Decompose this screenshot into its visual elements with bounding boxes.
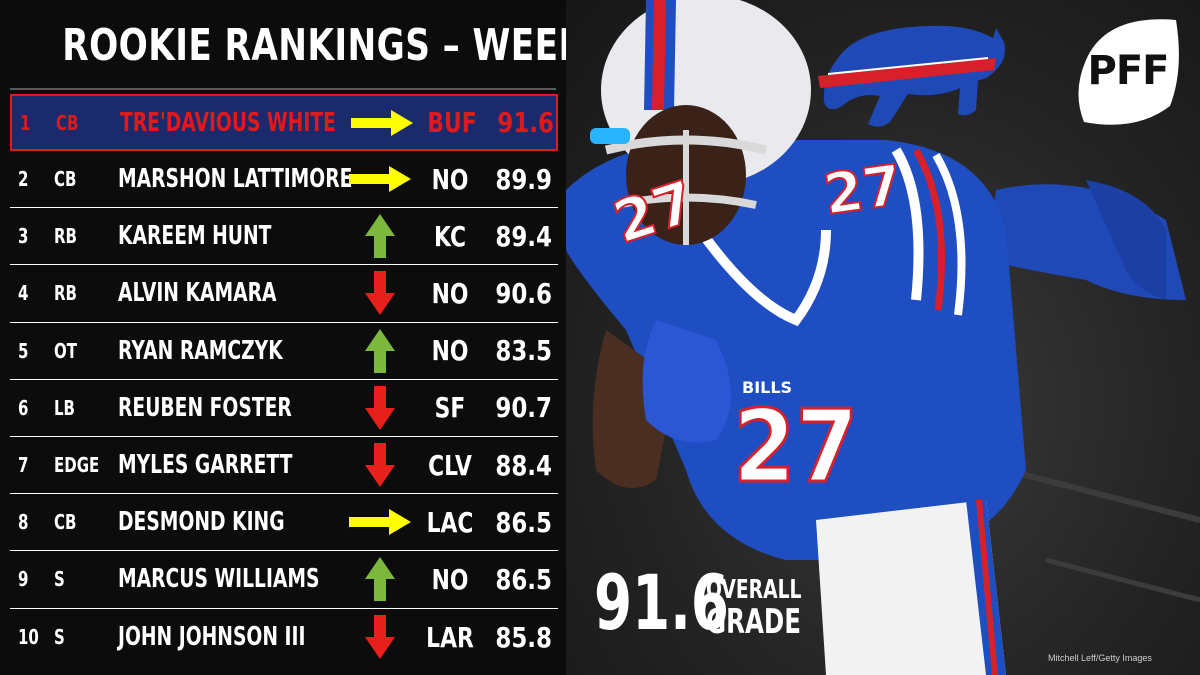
rank-number: 4 (18, 281, 29, 306)
player-name: REUBEN FOSTER (118, 392, 292, 423)
overall-grade-label: OVERALL GRADE (706, 574, 802, 642)
ranking-row: 2 CB MARSHON LATTIMORE NO 89.9 (10, 151, 558, 209)
arrow-up-icon (365, 328, 395, 373)
ranking-row: 10 S JOHN JOHNSON III LAR 85.8 (10, 609, 558, 666)
player-name: RYAN RAMCZYK (118, 335, 283, 366)
position: S (54, 567, 65, 592)
trend-indicator (348, 494, 412, 550)
rankings-panel: ROOKIE RANKINGS – WEEK 17 1 CB TRE'DAVIOUS… (0, 0, 647, 675)
ranking-row: 3 RB KAREEM HUNT KC 89.4 (10, 208, 558, 266)
arrow-right-icon (351, 109, 413, 136)
grade: 89.9 (495, 162, 552, 196)
rank-number: 7 (18, 453, 29, 478)
grade: 83.5 (495, 334, 552, 368)
shoulder-number-right: 27 (819, 152, 907, 229)
player-name: DESMOND KING (118, 507, 285, 538)
player-name: ALVIN KAMARA (118, 278, 277, 309)
position: OT (54, 338, 77, 363)
trend-indicator (348, 265, 412, 321)
rank-number: 6 (18, 395, 29, 420)
grade: 89.4 (495, 219, 552, 253)
team: NO (431, 162, 469, 196)
position: RB (54, 224, 77, 249)
ranking-row: 8 CB DESMOND KING LAC 86.5 (10, 494, 558, 552)
pff-logo (1078, 19, 1179, 125)
rankings-list: 1 CB TRE'DAVIOUS WHITE BUF 91.6 2 CB MARSHON LA… (10, 94, 558, 666)
page-title: ROOKIE RANKINGS – WEEK 17 (62, 20, 647, 71)
player-name: TRE'DAVIOUS WHITE (120, 107, 336, 138)
grade: 90.7 (495, 391, 552, 425)
photo-credit: Mitchell Leff/Getty Images (1048, 653, 1152, 663)
arrow-right-icon (349, 509, 411, 536)
grade: 86.5 (495, 505, 552, 539)
ranking-row: 1 CB TRE'DAVIOUS WHITE BUF 91.6 (10, 94, 558, 151)
ranking-row: 7 EDGE MYLES GARRETT CLV 88.4 (10, 437, 558, 495)
rank-number: 9 (18, 567, 29, 592)
team: BUF (427, 106, 477, 139)
rank-number: 2 (18, 167, 29, 192)
position: LB (54, 395, 75, 420)
trend-indicator (348, 151, 412, 207)
grade-label: GRADE (706, 602, 801, 642)
overall-label: OVERALL (706, 575, 802, 605)
jersey-wordmark: BILLS (742, 378, 793, 397)
grade: 88.4 (495, 448, 552, 482)
ranking-row: 6 LB REUBEN FOSTER SF 90.7 (10, 380, 558, 437)
position: EDGE (54, 453, 100, 478)
title-divider (10, 88, 556, 90)
buffalo-bills-logo (818, 25, 1005, 127)
trend-indicator (348, 437, 412, 493)
jersey-number: 27 (732, 387, 860, 507)
arrow-right-icon (349, 166, 411, 193)
team: SF (434, 391, 466, 425)
position: CB (54, 167, 77, 192)
arrow-down-icon (365, 271, 395, 316)
position: CB (54, 510, 77, 535)
team: LAC (426, 505, 474, 539)
player-name: MARCUS WILLIAMS (118, 564, 320, 595)
grade: 85.8 (495, 620, 552, 654)
ranking-row: 5 OT RYAN RAMCZYK NO 83.5 (10, 323, 558, 380)
trend-indicator (348, 551, 412, 607)
player-name: KAREEM HUNT (118, 221, 272, 252)
rank-number: 8 (18, 510, 29, 535)
ranking-row: 4 RB ALVIN KAMARA NO 90.6 (10, 265, 558, 323)
arrow-down-icon (365, 615, 395, 660)
trend-indicator (348, 323, 412, 379)
rank-number: 3 (18, 224, 29, 249)
grade: 86.5 (495, 562, 552, 596)
grade: 90.6 (495, 276, 552, 310)
position: RB (54, 281, 77, 306)
grade: 91.6 (497, 106, 554, 139)
position: S (54, 625, 65, 650)
player-name: JOHN JOHNSON III (118, 622, 306, 653)
team: KC (434, 219, 466, 253)
trend-indicator (348, 609, 412, 666)
team: NO (431, 334, 469, 368)
overall-grade-value: 91.6 (594, 558, 730, 647)
team: CLV (428, 448, 472, 482)
rank-number: 10 (18, 625, 39, 650)
player-illustration (566, 0, 1200, 675)
team: NO (431, 562, 469, 596)
team: LAR (426, 620, 474, 654)
team: NO (431, 276, 469, 310)
arrow-up-icon (365, 214, 395, 259)
player-name: MYLES GARRETT (118, 450, 293, 481)
arrow-down-icon (365, 443, 395, 488)
trend-indicator (348, 208, 412, 264)
trend-indicator (348, 380, 412, 436)
arrow-up-icon (365, 557, 395, 602)
rank-number: 1 (20, 110, 31, 135)
trend-indicator (350, 96, 414, 149)
rank-number: 5 (18, 338, 29, 363)
player-name: MARSHON LATTIMORE (118, 164, 353, 195)
position: CB (56, 110, 79, 135)
ranking-row: 9 S MARCUS WILLIAMS NO 86.5 (10, 551, 558, 609)
pff-wordmark: PFF (1087, 48, 1170, 94)
arrow-down-icon (365, 385, 395, 430)
